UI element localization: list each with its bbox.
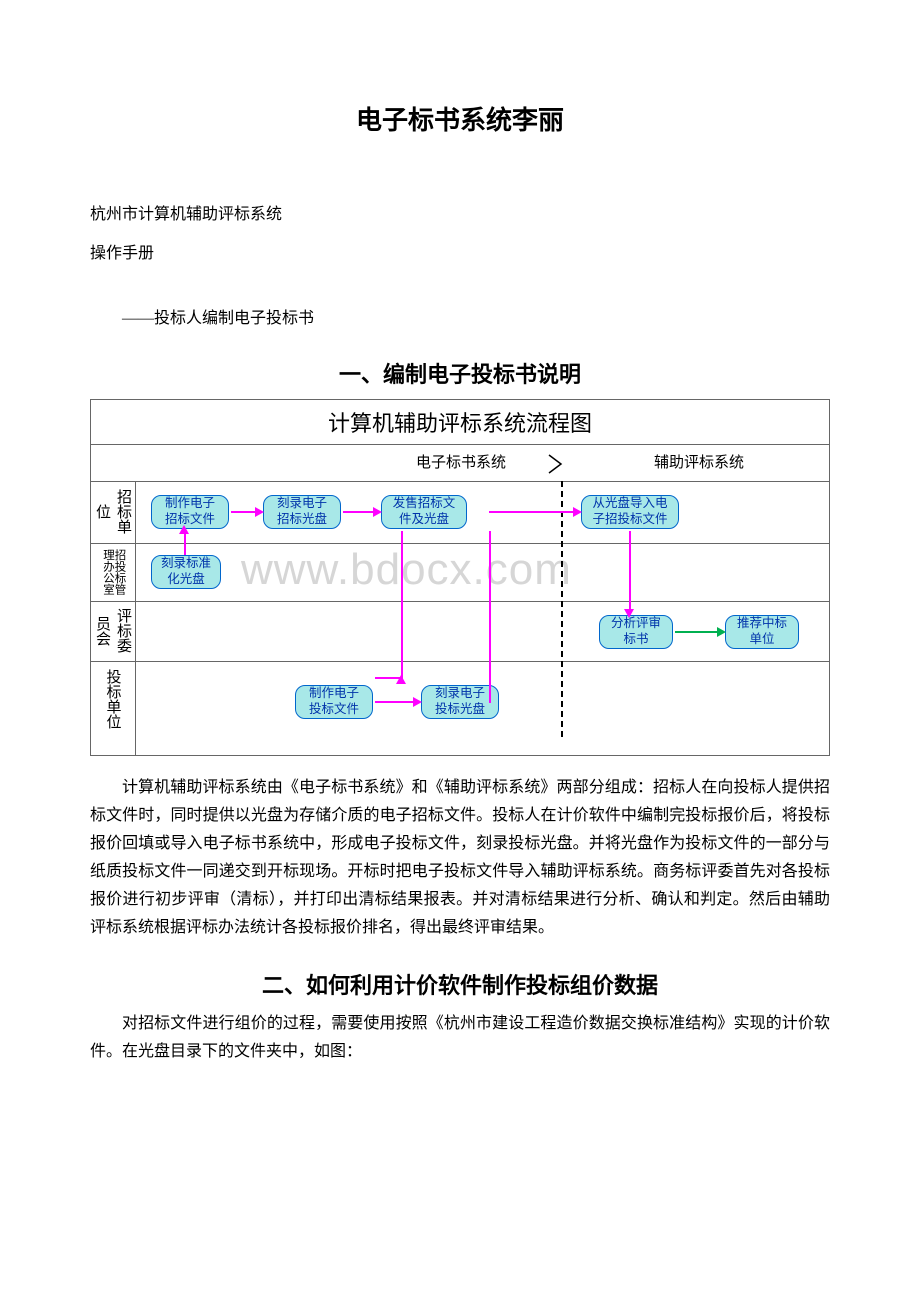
intro-line-2: 操作手册 bbox=[90, 236, 830, 271]
flowchart-title: 计算机辅助评标系统流程图 bbox=[91, 400, 829, 445]
lane-label-4: 投标单位 bbox=[91, 661, 135, 737]
flowchart-body: www.bdocx.com 电子标书系统 辅助评标系统 招标单位 招投标管理办公 bbox=[91, 445, 829, 755]
system-divider bbox=[561, 481, 563, 737]
lane-divider bbox=[91, 661, 829, 662]
paragraph-2: 对招标文件进行组价的过程，需要使用按照《杭州市建设工程造价数据交换标准结构》实现… bbox=[90, 1010, 830, 1066]
flow-arrow bbox=[343, 511, 377, 513]
arrow-head-icon bbox=[373, 507, 382, 517]
arrow-head-icon bbox=[413, 697, 422, 707]
flow-arrow bbox=[489, 511, 577, 513]
intro-line-3: ——投标人编制电子投标书 bbox=[90, 301, 830, 336]
node-std-disc: 刻录标准化光盘 bbox=[151, 555, 221, 589]
section-2-heading: 二、如何利用计价软件制作投标组价数据 bbox=[90, 968, 830, 1000]
flow-arrow bbox=[489, 699, 491, 703]
flow-arrow bbox=[629, 531, 631, 613]
node-import-disc: 从光盘导入电子招投标文件 bbox=[581, 495, 679, 529]
chevron-icon bbox=[547, 453, 573, 475]
header-right-text: 辅助评标系统 bbox=[589, 451, 809, 472]
node-make-bid-file: 制作电子招标文件 bbox=[151, 495, 229, 529]
paragraph-1: 计算机辅助评标系统由《电子标书系统》和《辅助评标系统》两部分组成：招标人在向投标… bbox=[90, 774, 830, 942]
arrow-head-icon bbox=[573, 507, 582, 517]
node-make-tender: 制作电子投标文件 bbox=[295, 685, 373, 719]
header-left-text: 电子标书系统 bbox=[416, 451, 506, 472]
lane-label-2: 招投标管理办公室 bbox=[91, 543, 135, 601]
node-burn-tender: 刻录电子投标光盘 bbox=[421, 685, 499, 719]
lane-divider bbox=[91, 543, 829, 544]
arrow-head-icon bbox=[624, 609, 634, 618]
section-1-heading: 一、编制电子投标书说明 bbox=[90, 357, 830, 389]
lane-divider bbox=[91, 601, 829, 602]
flow-arrow bbox=[401, 531, 403, 679]
lane-divider bbox=[91, 481, 829, 482]
swim-col-divider bbox=[135, 481, 136, 755]
arrow-head-icon bbox=[396, 675, 406, 684]
main-title: 电子标书系统李丽 bbox=[90, 100, 830, 137]
watermark-text: www.bdocx.com bbox=[241, 545, 572, 595]
intro-line-1: 杭州市计算机辅助评标系统 bbox=[90, 197, 830, 232]
node-burn-bid-disc: 刻录电子招标光盘 bbox=[263, 495, 341, 529]
flow-arrow bbox=[184, 531, 186, 555]
node-sell-bid: 发售招标文件及光盘 bbox=[381, 495, 467, 529]
flow-arrow bbox=[375, 701, 417, 703]
lane-label-1: 招标单位 bbox=[91, 481, 135, 543]
flow-arrow bbox=[489, 531, 491, 701]
node-analyze: 分析评审标书 bbox=[599, 615, 673, 649]
eval-arrow bbox=[675, 631, 721, 633]
arrow-head-icon bbox=[717, 627, 726, 637]
header-left-area: 电子标书系统 bbox=[141, 451, 561, 472]
node-recommend: 推荐中标单位 bbox=[725, 615, 799, 649]
flowchart-container: 计算机辅助评标系统流程图 www.bdocx.com 电子标书系统 辅助评标系统 bbox=[90, 399, 830, 756]
lane-label-3: 评标委员会 bbox=[91, 601, 135, 661]
arrow-head-icon bbox=[179, 525, 189, 534]
arrow-head-icon bbox=[255, 507, 264, 517]
